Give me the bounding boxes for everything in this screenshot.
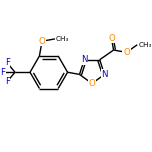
Text: F: F	[5, 77, 10, 86]
Text: F: F	[5, 58, 10, 67]
Text: N: N	[101, 70, 108, 79]
Text: CH₃: CH₃	[56, 36, 69, 42]
Text: O: O	[89, 79, 95, 88]
Text: N: N	[81, 55, 88, 64]
Text: CH₃: CH₃	[138, 42, 152, 48]
Text: O: O	[39, 37, 45, 46]
Text: O: O	[123, 48, 130, 57]
Text: O: O	[108, 34, 115, 43]
Text: F: F	[0, 68, 5, 77]
